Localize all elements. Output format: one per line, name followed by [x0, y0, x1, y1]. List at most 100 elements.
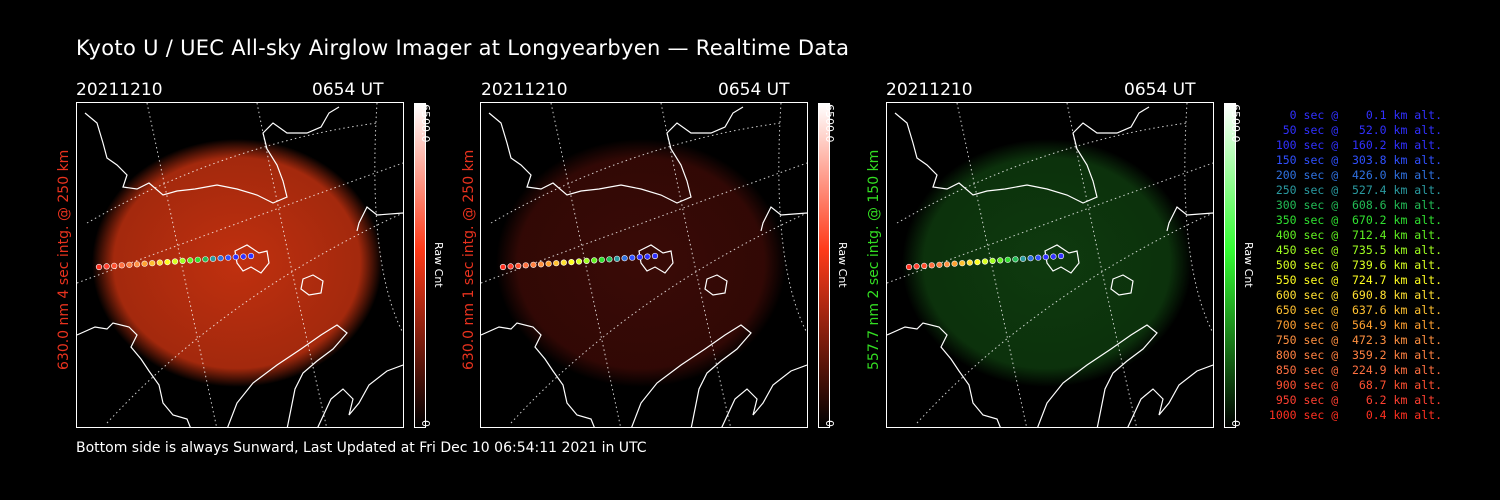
- trajectory-point: [943, 261, 951, 268]
- trajectory-point: [951, 260, 958, 267]
- trajectory-point: [103, 263, 110, 270]
- trajectory-point: [613, 255, 621, 262]
- colorbar: [414, 103, 426, 428]
- trajectory-point: [1050, 253, 1057, 260]
- allsky-drawing: [481, 103, 807, 427]
- page-title: Kyoto U / UEC All-sky Airglow Imager at …: [76, 36, 850, 60]
- trajectory-point: [247, 252, 255, 260]
- legend-item: 450 sec @ 735.5 km alt.: [1268, 243, 1442, 257]
- trajectory-point: [202, 256, 209, 263]
- legend-item: 850 sec @ 224.9 km alt.: [1268, 363, 1442, 377]
- legend-item: 950 sec @ 6.2 km alt.: [1268, 393, 1442, 407]
- legend-item: 900 sec @ 68.7 km alt.: [1268, 378, 1442, 392]
- altitude-legend: 0 sec @ 0.1 km alt. 50 sec @ 52.0 km alt…: [1262, 108, 1442, 423]
- trajectory-point: [997, 257, 1004, 264]
- footer-note: Bottom side is always Sunward, Last Upda…: [76, 440, 647, 456]
- colorbar-min-label: 0: [419, 420, 432, 427]
- panel-time: 0654 UT: [1124, 80, 1196, 100]
- trajectory-point: [507, 263, 514, 270]
- legend-item: 550 sec @ 724.7 km alt.: [1268, 273, 1442, 287]
- legend-item: 100 sec @ 160.2 km alt.: [1268, 138, 1442, 152]
- trajectory-point: [921, 262, 928, 269]
- allsky-image: [886, 102, 1214, 428]
- trajectory-point: [936, 261, 943, 268]
- trajectory-point: [187, 257, 194, 264]
- legend-item: 750 sec @ 472.3 km alt.: [1268, 333, 1442, 347]
- trajectory-point: [515, 262, 522, 269]
- trajectory-point: [141, 260, 148, 267]
- trajectory-point: [981, 258, 989, 265]
- trajectory-point: [537, 261, 545, 268]
- panel-time: 0654 UT: [312, 80, 384, 100]
- trajectory-point: [575, 258, 583, 265]
- trajectory-point: [1042, 254, 1049, 261]
- colorbar-unit-label: Raw Cnt: [1242, 242, 1255, 288]
- trajectory-point: [194, 256, 201, 263]
- trajectory-point: [156, 259, 163, 266]
- trajectory-point: [240, 253, 247, 260]
- colorbar-max-label: 6500.0: [1229, 104, 1242, 143]
- trajectory-point: [545, 260, 552, 267]
- legend-item: 250 sec @ 527.4 km alt.: [1268, 183, 1442, 197]
- trajectory-point: [644, 253, 651, 260]
- panel-side-label: 557.7 nm 2 sec intg. @ 150 km: [866, 149, 882, 370]
- colorbar-max-label: 6500.0: [823, 104, 836, 143]
- legend-item: 800 sec @ 359.2 km alt.: [1268, 348, 1442, 362]
- panel-time: 0654 UT: [718, 80, 790, 100]
- trajectory-point: [598, 256, 605, 263]
- trajectory-point: [959, 260, 966, 267]
- colorbar: [1224, 103, 1236, 428]
- legend-item: 600 sec @ 690.8 km alt.: [1268, 288, 1442, 302]
- legend-item: 500 sec @ 739.6 km alt.: [1268, 258, 1442, 272]
- colorbar-unit-label: Raw Cnt: [432, 242, 445, 288]
- trajectory-point: [530, 261, 537, 268]
- trajectory-point: [179, 257, 186, 264]
- trajectory-point: [164, 259, 171, 266]
- colorbar-min-label: 0: [823, 420, 836, 427]
- trajectory-point: [111, 262, 118, 269]
- trajectory-point: [225, 254, 232, 261]
- trajectory-point: [629, 254, 636, 261]
- trajectory-point: [95, 263, 103, 271]
- trajectory-point: [1012, 256, 1019, 263]
- trajectory-point: [966, 259, 973, 266]
- trajectory-point: [568, 259, 575, 266]
- trajectory-point: [1019, 255, 1027, 262]
- trajectory-point: [553, 260, 560, 267]
- trajectory-point: [583, 257, 590, 264]
- trajectory-point: [560, 259, 567, 266]
- panel-side-label: 630.0 nm 4 sec intg. @ 250 km: [56, 149, 72, 370]
- legend-item: 300 sec @ 608.6 km alt.: [1268, 198, 1442, 212]
- trajectory-point: [591, 257, 598, 264]
- legend-item: 50 sec @ 52.0 km alt.: [1268, 123, 1442, 137]
- trajectory-point: [928, 262, 935, 269]
- trajectory-point: [636, 254, 643, 261]
- allsky-drawing: [77, 103, 403, 427]
- trajectory-point: [1004, 256, 1011, 263]
- legend-item: 350 sec @ 670.2 km alt.: [1268, 213, 1442, 227]
- trajectory-point: [1057, 252, 1065, 260]
- trajectory-point: [606, 256, 613, 263]
- trajectory-point: [522, 262, 529, 269]
- trajectory-point: [126, 261, 133, 268]
- panel-side-label: 630.0 nm 1 sec intg. @ 250 km: [461, 149, 477, 370]
- trajectory-point: [149, 260, 156, 267]
- legend-item: 1000 sec @ 0.4 km alt.: [1268, 408, 1442, 422]
- legend-item: 700 sec @ 564.9 km alt.: [1268, 318, 1442, 332]
- trajectory-point: [621, 255, 628, 262]
- trajectory-point: [1035, 254, 1042, 261]
- legend-item: 0 sec @ 0.1 km alt.: [1268, 108, 1442, 122]
- allsky-image: [480, 102, 808, 428]
- trajectory-point: [974, 259, 981, 266]
- colorbar-unit-label: Raw Cnt: [836, 242, 849, 288]
- legend-item: 400 sec @ 712.4 km alt.: [1268, 228, 1442, 242]
- trajectory-point: [217, 255, 224, 262]
- trajectory-point: [989, 257, 996, 264]
- panel-date: 20211210: [886, 80, 973, 100]
- trajectory-point: [209, 255, 217, 262]
- trajectory-point: [651, 252, 659, 260]
- trajectory-point: [499, 263, 507, 271]
- colorbar-min-label: 0: [1229, 420, 1242, 427]
- allsky-image: [76, 102, 404, 428]
- trajectory-point: [232, 254, 239, 261]
